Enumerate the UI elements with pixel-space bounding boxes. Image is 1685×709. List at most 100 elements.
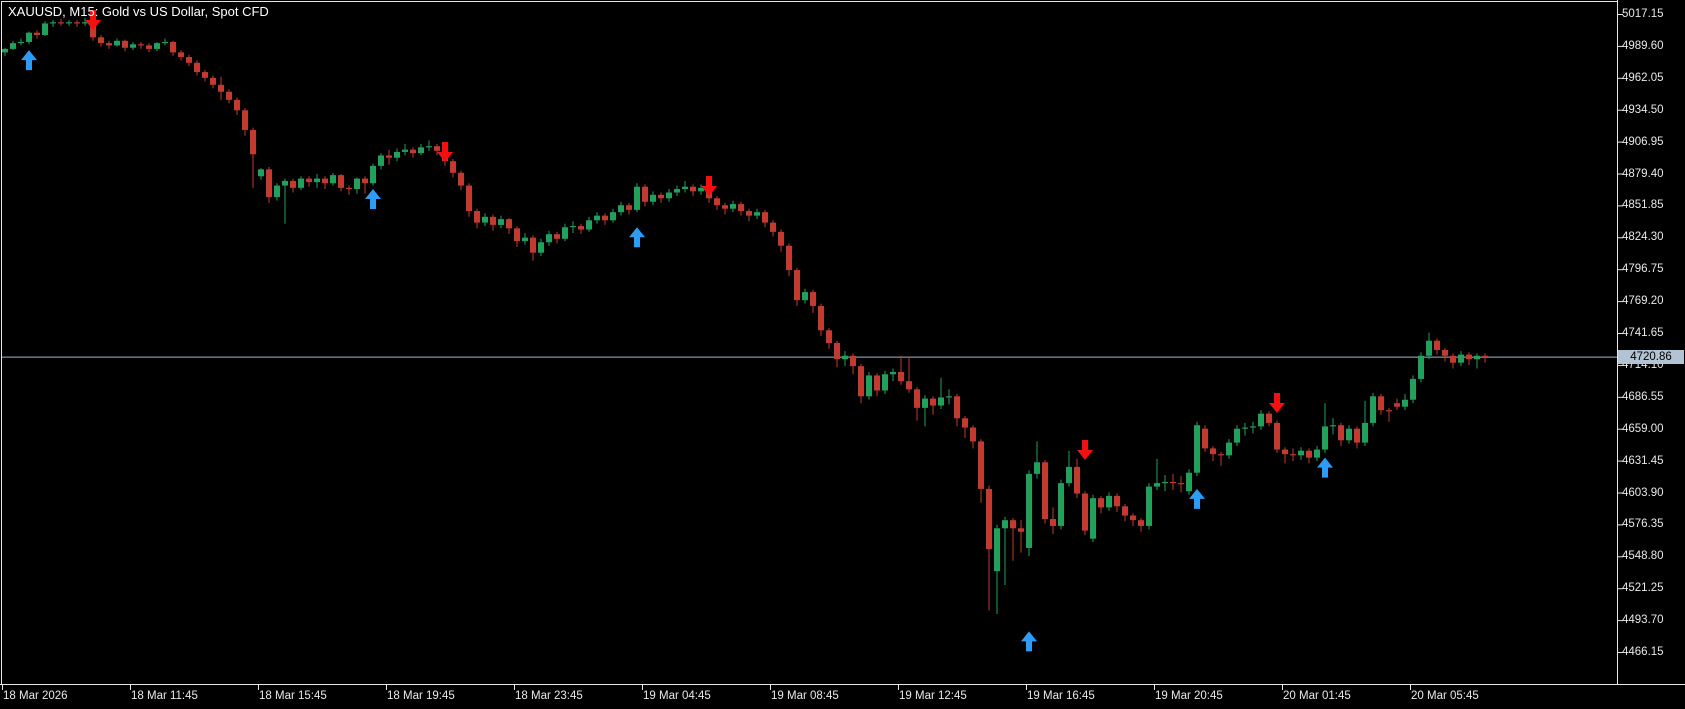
price-axis-label: 4824.30 (1622, 231, 1664, 244)
candle (1482, 355, 1488, 358)
candle (1042, 462, 1048, 520)
candle (218, 84, 224, 92)
candle (282, 180, 288, 186)
candle (554, 234, 560, 239)
candle (1322, 426, 1328, 450)
candle (1058, 483, 1064, 526)
candle (794, 270, 800, 301)
candle (834, 343, 840, 360)
candle (322, 178, 328, 184)
candle (490, 216, 496, 225)
candle (418, 147, 424, 154)
candle (1186, 472, 1192, 492)
candle (250, 129, 256, 155)
candle (754, 212, 760, 216)
candle (738, 204, 744, 212)
candle (58, 22, 64, 24)
candle (146, 45, 152, 49)
candle (306, 178, 312, 183)
price-axis-label: 4879.40 (1622, 167, 1664, 180)
candle (946, 396, 952, 398)
candle (866, 375, 872, 397)
price-axis-label: 4521.25 (1622, 582, 1664, 595)
candle (1370, 396, 1376, 423)
candle (450, 161, 456, 173)
sell-signal-arrow-icon (1269, 392, 1285, 413)
candle (402, 149, 408, 152)
time-axis-label: 19 Mar 04:45 (643, 690, 711, 702)
candle (674, 189, 680, 193)
candle (1314, 449, 1320, 458)
candle (690, 186, 696, 192)
candle (386, 155, 392, 158)
buy-signal-arrow-icon (21, 50, 37, 71)
candle (370, 165, 376, 184)
candle (634, 186, 640, 210)
price-axis-label: 4962.05 (1622, 71, 1664, 84)
candle (1466, 354, 1472, 360)
candle (186, 57, 192, 63)
candle (194, 62, 200, 73)
candle (298, 178, 304, 188)
candle (746, 211, 752, 216)
candle (1442, 349, 1448, 356)
candle (1266, 413, 1272, 423)
price-axis-label: 4989.60 (1622, 39, 1664, 52)
candle (354, 178, 360, 190)
candle (1050, 519, 1056, 526)
candle (882, 374, 888, 391)
buy-signal-arrow-icon (629, 227, 645, 248)
price-axis-label: 4466.15 (1622, 646, 1664, 658)
time-axis-label: 19 Mar 16:45 (1027, 690, 1095, 702)
candle (1018, 528, 1024, 532)
candle (890, 371, 896, 375)
candle (242, 110, 248, 130)
price-axis-label: 4796.75 (1622, 263, 1664, 276)
time-axis-label: 18 Mar 19:45 (387, 690, 455, 702)
candle (1450, 355, 1456, 363)
candle (650, 194, 656, 202)
candle (1306, 450, 1312, 458)
candle (602, 215, 608, 221)
candle (530, 237, 536, 253)
candle (818, 305, 824, 331)
candle (1354, 428, 1360, 443)
candle (122, 40, 128, 48)
candle (1106, 495, 1112, 508)
candle (1082, 493, 1088, 531)
candle (1114, 495, 1120, 507)
candle (898, 371, 904, 382)
candle (1434, 340, 1440, 350)
candle (170, 41, 176, 53)
candle (682, 186, 688, 190)
candle (522, 237, 528, 242)
candle (714, 198, 720, 206)
candle (610, 212, 616, 221)
buy-signal-arrow-icon (1317, 457, 1333, 478)
candle (938, 397, 944, 406)
price-axis-label: 4603.90 (1622, 486, 1664, 499)
candle (1090, 498, 1096, 539)
price-axis-label: 4548.80 (1622, 550, 1664, 563)
candle (802, 292, 808, 301)
sell-signal-arrow-icon (701, 175, 717, 196)
price-axis-label: 4631.45 (1622, 454, 1664, 467)
candle (1138, 520, 1144, 526)
price-axis-label: 4686.55 (1622, 390, 1664, 403)
candle (234, 99, 240, 111)
candle (810, 292, 816, 306)
candle (106, 43, 112, 46)
candle (34, 32, 40, 36)
candle (1330, 425, 1336, 427)
candle (82, 22, 88, 24)
candle (1418, 355, 1424, 379)
price-axis-label: 4576.35 (1622, 518, 1664, 531)
candle (42, 23, 48, 36)
candle (1002, 520, 1008, 529)
candle (842, 355, 848, 360)
buy-signal-arrow-icon (365, 189, 381, 210)
sell-signal-arrow-icon (85, 10, 101, 31)
candle (66, 22, 72, 24)
